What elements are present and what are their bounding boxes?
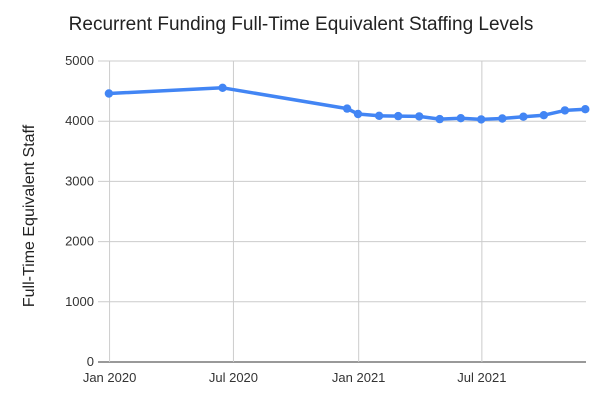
data-point [477, 115, 486, 124]
data-point [218, 83, 227, 93]
y-tick-label: 3000 [65, 173, 94, 188]
data-point [394, 111, 403, 121]
data-point [342, 104, 352, 113]
series-group [104, 83, 590, 124]
data-point [560, 106, 570, 115]
data-point [415, 112, 424, 121]
x-tick-label: Jul 2020 [209, 370, 258, 385]
data-point [435, 114, 444, 124]
data-point [581, 105, 590, 114]
y-tick-label: 5000 [65, 53, 94, 68]
y-tick-label: 2000 [65, 234, 94, 249]
x-tick-label: Jan 2020 [83, 370, 137, 385]
data-point [374, 111, 384, 121]
data-point [456, 114, 465, 123]
chart-title: Recurrent Funding Full-Time Equivalent S… [68, 14, 534, 35]
x-tick-label: Jul 2021 [457, 370, 506, 385]
data-point [498, 114, 507, 123]
data-point [539, 111, 548, 120]
x-tick-label: Jan 2021 [332, 370, 386, 385]
data-point [519, 112, 528, 121]
data-point [353, 109, 363, 119]
y-tick-label: 1000 [65, 294, 94, 309]
y-axis-title: Full-Time Equivalent Staff [21, 124, 38, 307]
data-point [104, 89, 114, 98]
axes: 0 1000 2000 3000 4000 5000 Jan 2020 Jul 2020 Jan… [65, 53, 506, 385]
series-line [107, 86, 588, 122]
y-tick-label: 0 [87, 354, 94, 369]
y-tick-label: 4000 [65, 113, 94, 128]
